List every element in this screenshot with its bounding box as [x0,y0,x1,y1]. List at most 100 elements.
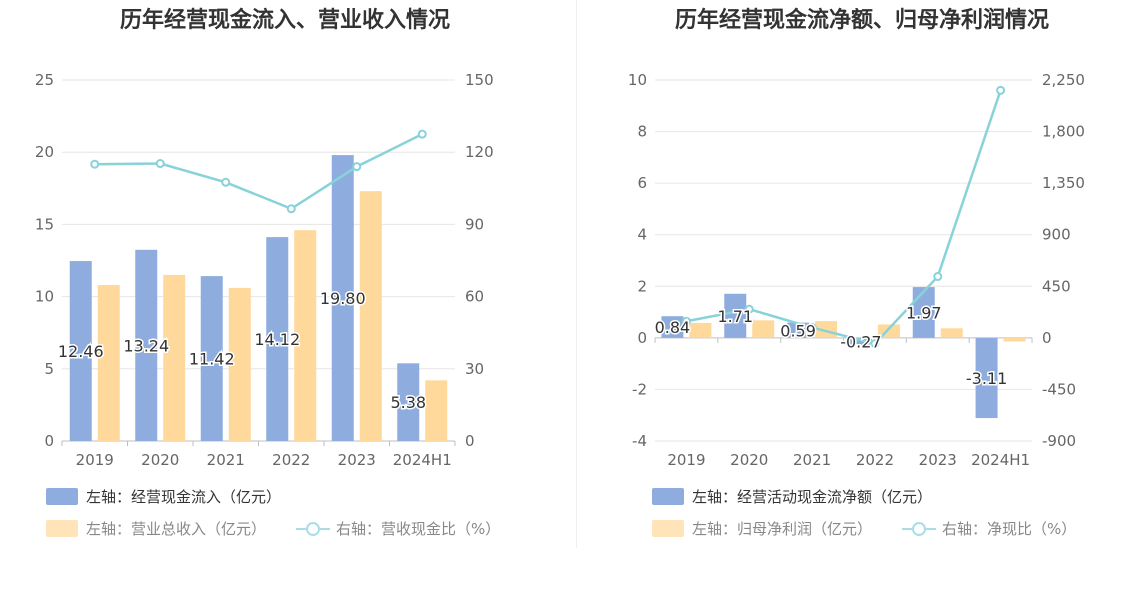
y-right-tick-label: 120 [465,143,494,161]
legend-swatch [46,488,78,505]
y-right-tick-label: 30 [465,360,484,378]
data-label: 1.97 [906,303,942,322]
bar-series-2 [425,380,448,441]
legend-label: 右轴：净现比（%） [942,520,1077,538]
line-point [933,272,943,282]
y-left-tick-label: 0 [44,432,54,450]
line-point [996,85,1006,95]
y-left-tick-label: -4 [632,432,647,450]
y-right-tick-label: 150 [465,71,494,89]
legend-line-icon [296,521,330,536]
line-point [681,316,691,326]
line-point [90,159,100,169]
y-left-tick-label: 10 [628,71,647,89]
line-point [155,159,165,169]
y-left-tick-label: 4 [637,226,647,244]
y-left-tick-label: 20 [35,143,54,161]
legend-item-line[interactable]: 右轴：营收现金比（%） [296,518,500,539]
legend-item-line[interactable]: 右轴：净现比（%） [902,518,1076,539]
y-right-tick-label: -450 [1042,380,1076,398]
x-tick-label: 2021 [207,451,245,469]
bar-series-2 [752,320,775,338]
bar-series-1 [331,155,354,441]
legend-swatch [652,488,684,505]
line-point [807,323,817,333]
bar-series-2 [359,191,382,441]
y-left-tick-label: 6 [637,174,647,192]
x-tick-label: 2022 [272,451,310,469]
y-right-tick-label: 60 [465,288,484,306]
y-right-tick-label: 0 [1042,329,1052,347]
chart-title: 历年经营现金流净额、归母净利润情况 [674,8,1049,33]
y-left-tick-label: 25 [35,71,54,89]
line-point [417,129,427,139]
data-label: -0.27 [840,332,881,351]
bar-series-2 [940,328,963,338]
x-tick-label: 2021 [793,451,831,469]
legend-item-bar2[interactable]: 左轴：营业总收入（亿元） [46,518,266,539]
data-label: 13.24 [123,336,169,355]
bar-series-1 [661,316,684,338]
bar-series-2 [1003,337,1026,342]
data-label: 0.59 [780,321,816,340]
bar-series-1 [975,337,998,419]
legend-item-bar2[interactable]: 左轴：归母净利润（亿元） [652,518,872,539]
bar-series-1 [266,237,289,441]
bar-series-1 [200,276,223,441]
line-point [221,177,231,187]
line-series [686,89,1002,345]
legend-label: 左轴：经营活动现金流净额（亿元） [692,488,933,506]
line-point [870,339,880,349]
x-tick-label: 2019 [76,451,114,469]
chart-panel-right: 历年经营现金流净额、归母净利润情况 -4 -2 0 2 4 6 8 10 -900 -450 0 45… [577,0,1147,589]
x-tick-label: 2023 [919,451,957,469]
legend-line-icon [902,521,936,536]
bar-series-1 [912,287,935,338]
bar-series-1 [397,363,420,441]
panel-divider [576,0,577,548]
bar-series-2 [97,285,120,441]
data-label: -3.11 [966,369,1007,388]
y-right-tick-label: 90 [465,215,484,233]
bar-series-1 [69,261,92,441]
legend-swatch [652,520,684,537]
chart-canvas: -4 -2 0 2 4 6 8 10 -900 -450 0 450 900 1,350 1,800 2,25… [628,71,1085,469]
data-label: 14.12 [254,330,300,349]
data-label: 0.84 [655,318,691,337]
y-right-tick-label: 2,250 [1042,71,1085,89]
bar-series-1 [724,293,747,338]
bar-series-2 [689,322,712,338]
bar-series-2 [294,230,317,441]
legend-label: 左轴：归母净利润（亿元） [692,520,873,538]
y-right-tick-label: 450 [1042,277,1071,295]
y-right-tick-label: 0 [465,432,475,450]
data-label: 12.46 [58,342,104,361]
data-label: 19.80 [320,289,366,308]
y-left-tick-label: 5 [44,360,54,378]
chart-canvas: 0 5 10 15 20 25 0 30 60 90 120 150 2019 2020 2021 2022 2… [35,71,494,469]
y-right-tick-label: 1,800 [1042,123,1085,141]
x-tick-label: 2022 [856,451,894,469]
bar-series-1 [787,322,810,338]
y-left-tick-label: 2 [637,277,647,295]
legend-item-bar1[interactable]: 左轴：经营活动现金流净额（亿元） [652,486,932,507]
bar-series-2 [228,287,251,441]
x-tick-label: 2024H1 [393,451,452,469]
legend-label: 左轴：经营现金流入（亿元） [86,488,282,506]
legend-item-bar1[interactable]: 左轴：经营现金流入（亿元） [46,486,281,507]
y-left-tick-label: -2 [632,380,647,398]
y-right-tick-label: -900 [1042,432,1076,450]
x-tick-label: 2023 [338,451,376,469]
y-left-tick-label: 0 [637,329,647,347]
x-tick-label: 2024H1 [971,451,1030,469]
chart-panel-left: 历年经营现金流入、营业收入情况 0 5 10 15 20 25 0 30 60 90 120 150 2… [0,0,570,589]
legend-label: 右轴：营收现金比（%） [336,520,501,538]
bar-series-1 [849,337,872,345]
data-label: 5.38 [390,393,426,412]
data-label: 1.71 [717,307,753,326]
bar-series-2 [163,274,186,441]
legend-swatch [46,520,78,537]
legend-label: 左轴：营业总收入（亿元） [86,520,267,538]
line-point [744,304,754,314]
x-tick-label: 2020 [730,451,768,469]
